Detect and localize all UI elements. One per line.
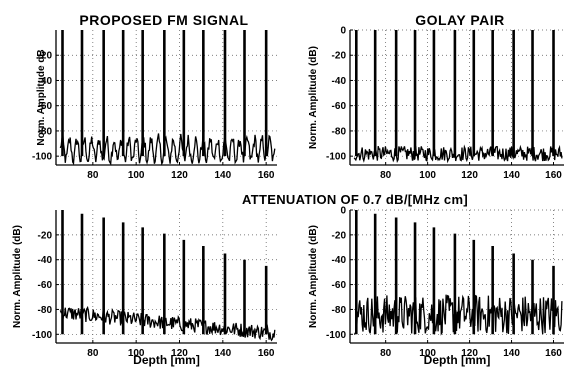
y-tick-label: -40 bbox=[332, 76, 347, 87]
x-tick-label: 140 bbox=[503, 348, 520, 359]
y-tick-label: -100 bbox=[326, 330, 346, 341]
x-tick-label: 100 bbox=[128, 348, 145, 359]
x-tick-label: 80 bbox=[87, 170, 99, 181]
y-axis-label: Norm. Amplitude (dB) bbox=[308, 225, 319, 328]
y-tick-label: -60 bbox=[38, 101, 53, 112]
attenuation-title: ATTENUATION OF 0.7 dB/[MHz cm] bbox=[242, 192, 468, 207]
noise-floor-trace bbox=[353, 294, 563, 336]
y-tick-label: -20 bbox=[38, 51, 53, 62]
y-tick-label: -60 bbox=[38, 280, 53, 291]
x-tick-label: 80 bbox=[380, 348, 392, 359]
y-tick-label: -80 bbox=[38, 126, 53, 137]
chart-panel-1: 0 -20 -40 -60 -80 -100 80 100 120 140 160 Norm. Amp… bbox=[308, 26, 564, 181]
panel-title-golay: GOLAY PAIR bbox=[415, 12, 505, 28]
y-tick-label: -80 bbox=[38, 305, 53, 316]
noise-floor-trace bbox=[59, 133, 276, 166]
chart-panel-0: -20 -40 -60 -80 -100 80 100 120 140 160 Norm. Ampl… bbox=[32, 30, 277, 181]
y-tick-label: -20 bbox=[332, 230, 347, 241]
x-axis-label: Depth [mm] bbox=[133, 353, 200, 367]
x-tick-label: 160 bbox=[545, 170, 562, 181]
x-tick-label: 140 bbox=[214, 170, 231, 181]
x-tick-label: 140 bbox=[503, 170, 520, 181]
y-tick-label: -20 bbox=[38, 230, 53, 241]
panel-title-fm: PROPOSED FM SIGNAL bbox=[79, 12, 248, 28]
x-tick-label: 160 bbox=[258, 170, 275, 181]
x-tick-label: 80 bbox=[380, 170, 392, 181]
x-tick-label: 120 bbox=[461, 170, 478, 181]
y-tick-label: -60 bbox=[332, 280, 347, 291]
chart-panel-2: -20 -40 -60 -80 -100 80 100 120 140 160 Norm. Ampl… bbox=[12, 210, 277, 367]
y-tick-label: -80 bbox=[332, 305, 347, 316]
y-tick-label: -40 bbox=[38, 76, 53, 87]
y-axis-label: Norm. Amplitude (dB) bbox=[12, 225, 23, 328]
y-tick-label: -100 bbox=[326, 152, 346, 163]
y-tick-label: -100 bbox=[32, 152, 52, 163]
y-tick-label: -40 bbox=[332, 255, 347, 266]
x-tick-label: 120 bbox=[171, 348, 188, 359]
x-axis-label: Depth [mm] bbox=[424, 353, 491, 367]
x-tick-label: 100 bbox=[419, 170, 436, 181]
x-tick-label: 80 bbox=[87, 348, 99, 359]
y-tick-label: -60 bbox=[332, 101, 347, 112]
y-tick-label: -80 bbox=[332, 126, 347, 137]
x-tick-label: 100 bbox=[419, 348, 436, 359]
y-tick-label: 0 bbox=[340, 26, 346, 37]
x-tick-label: 120 bbox=[461, 348, 478, 359]
noise-floor-trace bbox=[59, 305, 276, 342]
x-tick-label: 140 bbox=[214, 348, 231, 359]
noise-floor-trace bbox=[353, 144, 563, 164]
x-tick-label: 160 bbox=[545, 348, 562, 359]
x-tick-label: 160 bbox=[258, 348, 275, 359]
y-axis-label: Norm. Amplitude dB bbox=[36, 49, 47, 145]
y-tick-label: -20 bbox=[332, 51, 347, 62]
y-tick-label: -100 bbox=[32, 330, 52, 341]
y-tick-label: 0 bbox=[340, 206, 346, 217]
y-tick-label: -40 bbox=[38, 255, 53, 266]
chart-panel-3: 0 -20 -40 -60 -80 -100 80 100 120 140 160 Norm. Amp… bbox=[308, 206, 564, 367]
x-tick-label: 120 bbox=[171, 170, 188, 181]
y-axis-label: Norm. Amplitude (dB) bbox=[308, 46, 319, 149]
x-tick-label: 100 bbox=[128, 170, 145, 181]
